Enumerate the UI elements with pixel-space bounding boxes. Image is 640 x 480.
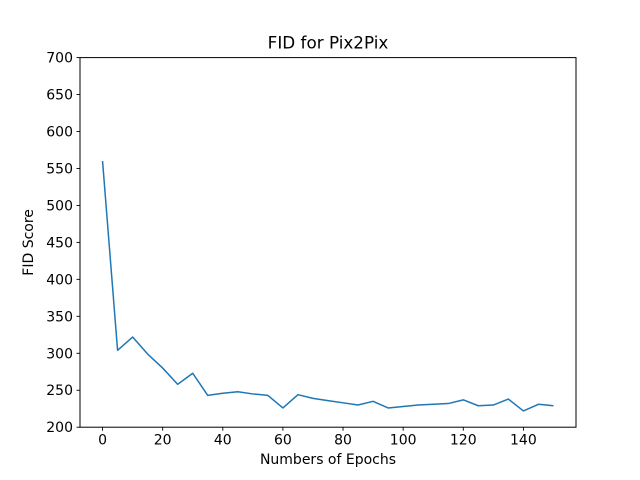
y-tick-label: 700 — [46, 51, 73, 67]
y-tick-label: 250 — [46, 383, 73, 399]
x-tick-label: 140 — [510, 432, 537, 448]
x-ticks — [102, 427, 524, 431]
line-series-group — [101, 161, 554, 412]
x-tick-label: 80 — [334, 432, 352, 448]
y-tick-label: 500 — [46, 198, 73, 214]
y-tick-label: 200 — [46, 420, 73, 436]
y-tick-label: 600 — [46, 125, 73, 141]
chart-title: FID for Pix2Pix — [268, 33, 389, 53]
x-tick-label: 0 — [98, 432, 107, 448]
y-tick-label: 450 — [46, 235, 73, 251]
y-tick-label: 550 — [46, 161, 73, 177]
y-tick-labels: 200 250 300 350 400 450 500 550 600 650 700 — [46, 51, 73, 437]
y-tick-label: 650 — [46, 88, 73, 104]
x-axis-label: Numbers of Epochs — [260, 452, 396, 468]
y-tick-label: 300 — [46, 346, 73, 362]
x-tick-label: 120 — [450, 432, 477, 448]
y-axis-label: FID Score — [21, 209, 37, 276]
x-tick-label: 100 — [390, 432, 417, 448]
y-tick-label: 400 — [46, 272, 73, 288]
fid-line-series — [101, 161, 554, 412]
x-tick-label: 40 — [214, 432, 232, 448]
y-ticks — [76, 57, 80, 428]
y-tick-label: 350 — [46, 309, 73, 325]
x-tick-label: 60 — [274, 432, 292, 448]
x-tick-label: 20 — [154, 432, 172, 448]
x-tick-labels: 0 20 40 60 80 100 120 140 — [98, 432, 537, 448]
axes-box — [79, 57, 577, 428]
